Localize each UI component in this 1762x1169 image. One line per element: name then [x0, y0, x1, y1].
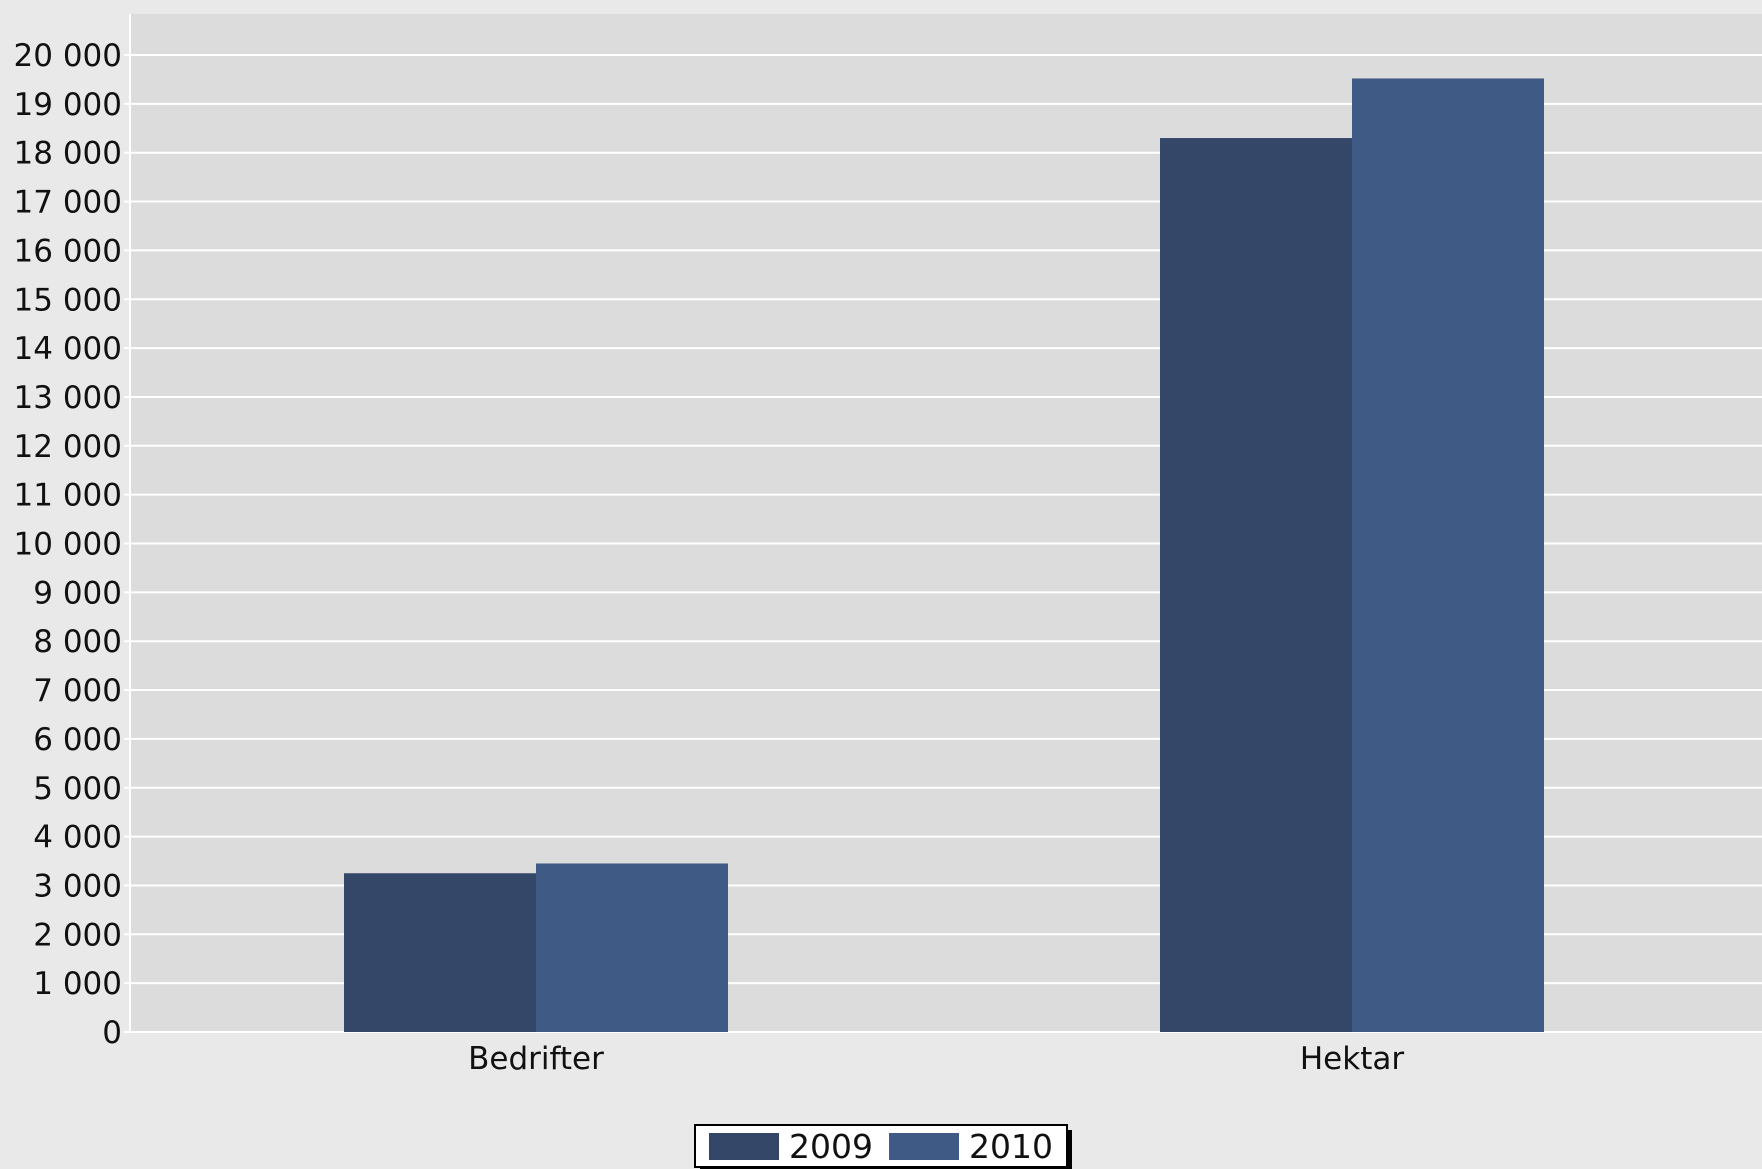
bar-2009-hektar	[1160, 138, 1352, 1033]
bars	[344, 78, 1544, 1033]
y-tick-label: 3 000	[33, 868, 122, 904]
x-category-label: Hektar	[1300, 1041, 1404, 1077]
y-tick-label: 11 000	[14, 478, 122, 514]
y-tick-labels: 0 1 000 2 000 3 000 4 000 5 000 6 000 7 000 8 00…	[14, 38, 130, 1051]
y-tick-label: 15 000	[14, 282, 122, 318]
y-tick-label: 8 000	[33, 624, 122, 660]
y-tick-label: 20 000	[14, 38, 122, 74]
y-tick-label: 4 000	[33, 820, 122, 856]
legend: 2009 2010	[694, 1124, 1072, 1169]
legend-swatch-2009	[709, 1133, 779, 1160]
x-category-labels: Bedrifter Hektar	[468, 1041, 1404, 1077]
bar-2010-bedrifter	[536, 863, 728, 1032]
x-category-label: Bedrifter	[468, 1041, 604, 1077]
legend-label-2009: 2009	[789, 1127, 873, 1166]
y-tick-label: 1 000	[33, 966, 122, 1002]
y-tick-label: 6 000	[33, 722, 122, 758]
bar-2010-hektar	[1352, 78, 1544, 1032]
y-tick-label: 19 000	[14, 87, 122, 123]
y-tick-label: 5 000	[33, 771, 122, 807]
y-tick-label: 9 000	[33, 575, 122, 611]
y-tick-label: 16 000	[14, 233, 122, 269]
y-tick-label: 13 000	[14, 380, 122, 416]
y-tick-label: 10 000	[14, 527, 122, 563]
y-tick-label: 17 000	[14, 185, 122, 221]
y-tick-label: 18 000	[14, 136, 122, 172]
bar-2009-bedrifter	[344, 873, 536, 1032]
y-tick-label: 14 000	[14, 331, 122, 367]
y-tick-label: 0	[102, 1015, 122, 1051]
y-tick-label: 12 000	[14, 429, 122, 465]
y-tick-label: 7 000	[33, 673, 122, 709]
y-tick-label: 2 000	[33, 917, 122, 953]
legend-swatch-2010	[889, 1133, 959, 1160]
legend-label-2010: 2010	[969, 1127, 1053, 1166]
